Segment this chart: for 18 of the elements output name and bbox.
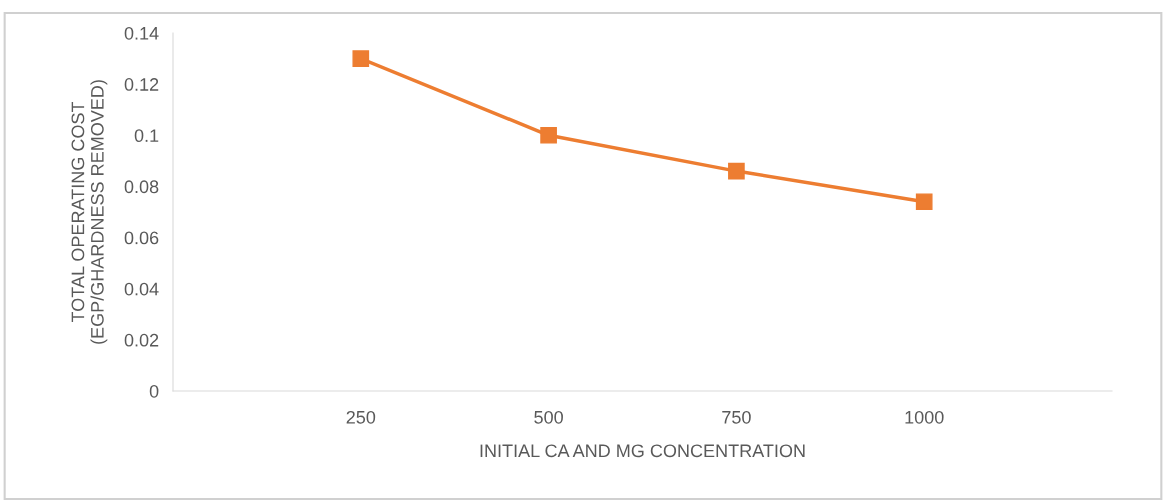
y-tick-label: 0.12 xyxy=(124,78,159,91)
point xyxy=(540,126,557,144)
x-tick-label: 250 xyxy=(346,410,376,424)
y-tick-label: 0 xyxy=(149,384,159,398)
y-tick-label: 0.04 xyxy=(124,282,159,296)
x-tick-label: 750 xyxy=(722,410,751,424)
y-tick-label: 0.08 xyxy=(124,180,159,194)
y-tick-label: 0.1 xyxy=(134,129,159,143)
x-tick-label: 500 xyxy=(534,410,563,424)
y-tick-label: 0.14 xyxy=(124,26,159,40)
y-axis-title: TOTAL OPERATING COST (EGP/GHARDNESS REMOVED) xyxy=(71,80,108,344)
point xyxy=(915,193,933,211)
point xyxy=(352,50,370,67)
x-axis-title: INITIAL CA AND MG CONCENTRATION xyxy=(480,444,805,458)
y-tick-label: 0.02 xyxy=(124,333,159,347)
x-tick-label: 1000 xyxy=(905,410,944,424)
y-tick-label: 0.06 xyxy=(124,231,159,245)
point xyxy=(728,162,745,180)
